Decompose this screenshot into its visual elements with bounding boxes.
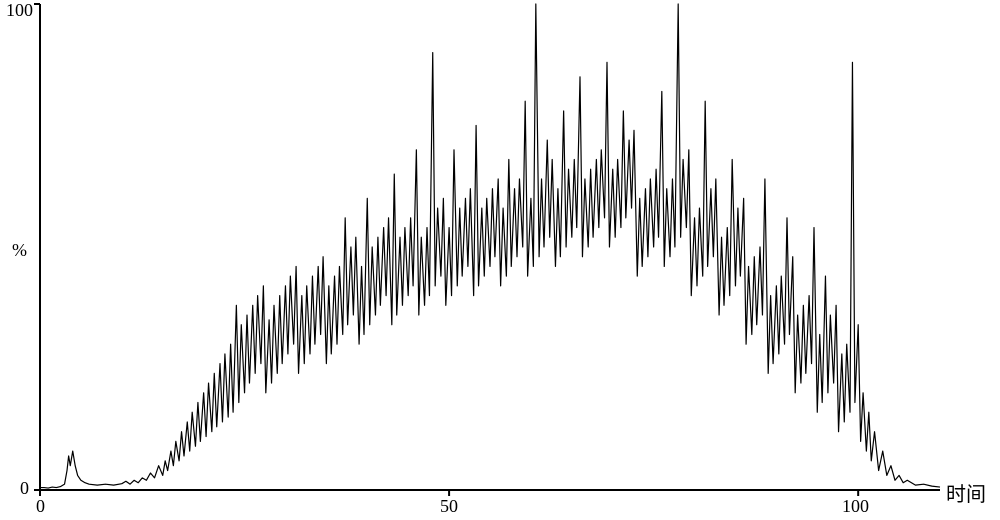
ytick-label-0: 0 bbox=[20, 478, 29, 499]
x-axis-title: 时间 bbox=[946, 478, 986, 507]
xtick-label-50: 50 bbox=[440, 496, 458, 517]
chart-svg bbox=[0, 0, 1000, 520]
xtick-label-0: 0 bbox=[36, 496, 45, 517]
y-axis-title: % bbox=[12, 240, 27, 261]
xtick-label-100: 100 bbox=[842, 496, 869, 517]
chromatogram-chart: 100 0 % 0 50 100 时间 bbox=[0, 0, 1000, 520]
ytick-label-100: 100 bbox=[6, 0, 33, 21]
